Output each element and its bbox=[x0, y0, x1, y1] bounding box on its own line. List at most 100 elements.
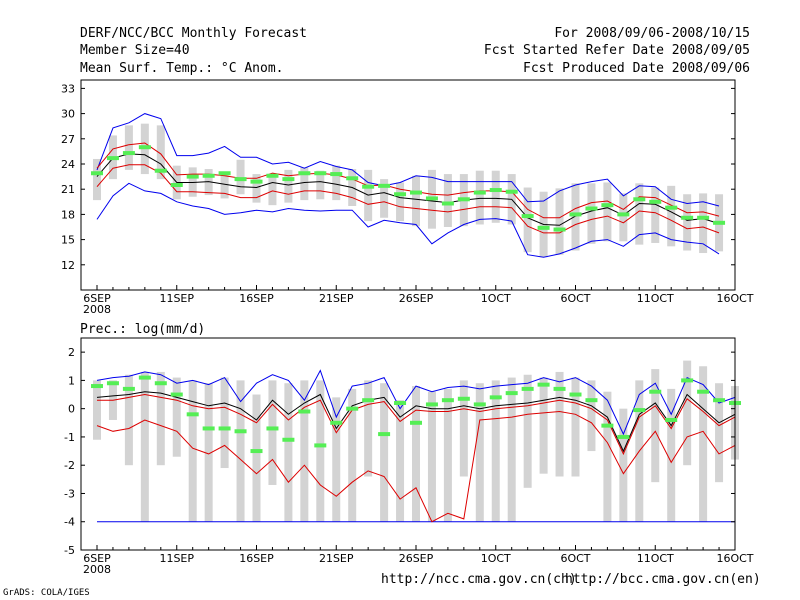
temp-median-marker bbox=[585, 206, 598, 211]
temp-median-marker bbox=[569, 212, 582, 217]
temp-median-marker bbox=[633, 197, 646, 202]
temp-y-tick-label: 27 bbox=[61, 133, 75, 146]
prec-range-bar bbox=[252, 394, 261, 522]
forecast-period: For 2008/09/06-2008/10/15 bbox=[554, 26, 750, 41]
prec-median-marker bbox=[473, 402, 486, 407]
temp-median-marker bbox=[681, 215, 694, 220]
prec-median-marker bbox=[122, 386, 135, 391]
prec-median-marker bbox=[441, 398, 454, 403]
temp-frame bbox=[80, 79, 736, 291]
prec-range-bar bbox=[587, 380, 596, 452]
prec-x-tick-label: 16SEP bbox=[239, 552, 274, 565]
prec-x-tick-label: 6OCT bbox=[560, 552, 590, 565]
temp-y-tick-label: 18 bbox=[61, 208, 75, 221]
prec-range-bar bbox=[715, 383, 724, 483]
temp-median-marker bbox=[441, 201, 454, 206]
temp-median-marker bbox=[250, 179, 263, 184]
temp-median-marker bbox=[170, 183, 183, 187]
temp-median-marker bbox=[521, 214, 534, 219]
temp-median-marker bbox=[298, 171, 311, 176]
prec-median-marker bbox=[186, 412, 199, 417]
temp-range-bar bbox=[316, 170, 325, 200]
prec-x-tick-label: 1OCT bbox=[481, 552, 511, 565]
prec-median-marker bbox=[394, 401, 407, 406]
prec-x-tick-label: 21SEP bbox=[319, 552, 354, 565]
temp-inner-lower-line bbox=[96, 164, 720, 234]
temp-range-bar bbox=[699, 193, 708, 254]
prec-median-marker bbox=[266, 426, 279, 431]
temp-x-tick-year: 2008 bbox=[83, 303, 111, 316]
prec-range-bar bbox=[571, 377, 580, 477]
prec-median-marker bbox=[138, 375, 151, 380]
prec-range-bar bbox=[124, 374, 133, 466]
temp-median-marker bbox=[649, 199, 662, 204]
prec-x-tick-label: 11OCT bbox=[637, 552, 674, 565]
prec-median-marker bbox=[154, 381, 167, 386]
temp-y-tick-label: 21 bbox=[61, 183, 75, 196]
variable-label: Mean Surf. Temp.: °C Anom. bbox=[80, 61, 284, 76]
prec-median-marker bbox=[234, 429, 247, 434]
temp-median-marker bbox=[665, 205, 678, 210]
prec-median-marker bbox=[250, 449, 263, 454]
prec-median-marker bbox=[282, 437, 295, 442]
temp-range-bar bbox=[300, 167, 309, 201]
prec-range-bar bbox=[348, 388, 357, 522]
temp-range-bar bbox=[587, 183, 596, 244]
forecast-start-date: Fcst Started Refer Date 2008/09/05 bbox=[483, 43, 750, 58]
temp-median-marker bbox=[697, 215, 710, 220]
prec-median-marker bbox=[457, 396, 470, 401]
prec-median-marker bbox=[697, 389, 710, 394]
chart-title: DERF/NCC/BCC Monthly Forecast bbox=[80, 26, 307, 41]
prec-range-bar bbox=[459, 380, 468, 477]
prec-range-bar bbox=[300, 380, 309, 522]
temp-outer-upper-line bbox=[96, 113, 720, 207]
prec-range-bar bbox=[396, 400, 405, 522]
prec-range-bar bbox=[93, 380, 101, 440]
prec-median-marker bbox=[569, 392, 582, 397]
temp-range-bar bbox=[220, 173, 229, 199]
temp-x-tick-label: 11OCT bbox=[637, 292, 674, 305]
temp-range-bar bbox=[252, 174, 261, 203]
prec-y-tick-label: -3 bbox=[64, 487, 75, 500]
temp-median-marker bbox=[330, 172, 343, 177]
temp-range-bar bbox=[475, 170, 484, 225]
temp-median-marker bbox=[154, 168, 167, 173]
temp-range-bar bbox=[156, 125, 165, 180]
prec-range-bar bbox=[651, 369, 660, 483]
temp-range-bar bbox=[491, 170, 500, 223]
url-ch[interactable]: http://ncc.cma.gov.cn(ch) bbox=[381, 572, 577, 587]
prec-range-bar bbox=[619, 408, 628, 522]
temp-range-bar bbox=[284, 169, 293, 203]
temp-median-marker bbox=[218, 171, 231, 176]
temp-median-marker bbox=[601, 203, 614, 208]
temp-range-bar bbox=[332, 165, 341, 201]
prec-median-marker bbox=[218, 426, 231, 431]
prec-range-bar bbox=[555, 371, 564, 477]
prec-median-marker bbox=[298, 409, 311, 414]
precip-label: Prec.: log(mm/d) bbox=[80, 322, 206, 337]
temp-y-tick-label: 24 bbox=[61, 158, 75, 171]
prec-frame bbox=[80, 337, 736, 551]
prec-x-tick-label: 11SEP bbox=[159, 552, 194, 565]
temp-range-bar bbox=[603, 182, 612, 242]
temp-median-marker bbox=[362, 184, 375, 189]
temp-y-tick-label: 12 bbox=[61, 259, 75, 272]
temp-median-marker bbox=[91, 171, 103, 176]
temp-range-bar bbox=[268, 174, 277, 206]
temp-y-tick-label: 30 bbox=[61, 108, 75, 121]
temp-median-marker bbox=[106, 156, 119, 161]
prec-range-bar bbox=[364, 380, 373, 477]
prec-median-marker bbox=[505, 391, 518, 396]
prec-median-marker bbox=[713, 398, 726, 403]
temp-range-bar bbox=[571, 183, 580, 251]
url-en[interactable]: http://bcc.cma.gov.cn(en) bbox=[565, 572, 761, 587]
prec-median-marker bbox=[330, 420, 343, 425]
prec-range-bar bbox=[539, 377, 548, 474]
prec-range-bar bbox=[380, 383, 389, 522]
prec-median-marker bbox=[649, 389, 662, 394]
prec-median-marker bbox=[537, 382, 550, 387]
prec-range-bar bbox=[220, 377, 229, 469]
prec-inner-lower-line bbox=[96, 410, 736, 523]
prec-median-marker bbox=[314, 443, 327, 448]
